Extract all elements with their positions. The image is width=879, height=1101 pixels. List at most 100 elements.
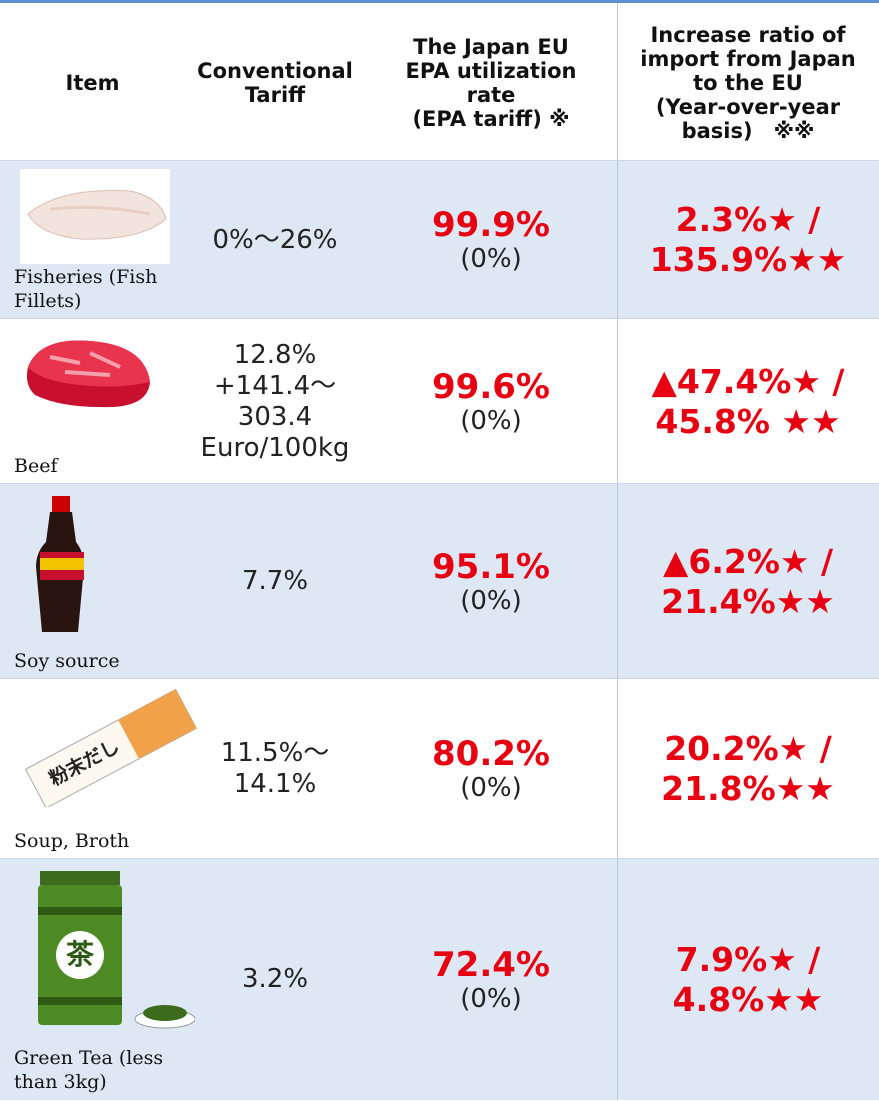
item-text: Soup, Broth <box>14 830 130 852</box>
tariff-text: 11.5%～ <box>220 738 330 768</box>
increase-cell: ▲47.4%★ /45.8% ★★ <box>617 319 879 484</box>
item-cell: 茶 Green Tea (less than 3kg) <box>0 859 205 1100</box>
epa-tariff: (0%) <box>460 405 522 436</box>
increase-ratio: 2.3%★ / <box>675 200 821 239</box>
tariff-cell: 12.8% +141.4～ 303.4 Euro/100kg <box>185 319 365 484</box>
item-text: Fillets) <box>14 290 82 312</box>
increase-ratio: 45.8% ★★ <box>655 401 841 441</box>
icon-text: 茶 <box>66 938 95 971</box>
table-row: Fisheries (Fish Fillets) 0%～26% 99.9% (0%) 2.… <box>0 160 879 319</box>
column-divider <box>617 679 618 859</box>
table-row: 粉末だし Soup, Broth 11.5%～ 14.1% 80.2% (0%) 20.2%… <box>0 678 879 859</box>
item-text: Soy source <box>14 650 120 672</box>
tariff-text: 0%～26% <box>212 224 338 255</box>
rate-cell: 72.4% (0%) <box>365 859 617 1100</box>
header-text: (Year-over-year <box>655 95 841 119</box>
epa-tariff: (0%) <box>460 773 522 803</box>
column-divider <box>617 3 618 163</box>
header-cell: The Japan EU EPA utilization rate (EPA tari… <box>365 3 617 163</box>
icon: 茶 <box>20 867 196 1041</box>
epa-tariff: (0%) <box>460 244 522 274</box>
column-divider <box>617 484 618 679</box>
increase-cell: ▲6.2%★ /21.4%★★ <box>617 484 879 679</box>
column-divider <box>617 859 618 1100</box>
column-divider <box>617 161 618 319</box>
tariff-text: 303.4 <box>237 401 313 432</box>
rate-cell: 99.6% (0%) <box>365 319 617 484</box>
icon <box>20 327 160 426</box>
item-label: Green Tea (less than 3kg) <box>14 1046 205 1094</box>
tariff-text: +141.4～ <box>213 370 337 401</box>
header-cell: Conventional Tariff <box>185 3 365 163</box>
increase-ratio: 4.8%★★ <box>672 979 824 1019</box>
epa-tariff: (0%) <box>460 585 522 616</box>
table-row: Beef 12.8% +141.4～ 303.4 Euro/100kg 99.6% (0%)… <box>0 318 879 484</box>
header-cell: Item <box>0 3 185 163</box>
header-text: EPA utilization <box>405 59 577 83</box>
header-text: Tariff <box>244 83 306 107</box>
icon <box>20 169 170 268</box>
increase-ratio: 21.4%★★ <box>661 581 835 621</box>
item-label: Soy source <box>14 649 120 673</box>
epa-tariff: (0%) <box>460 983 522 1014</box>
soy-bottle-icon <box>36 496 84 632</box>
tariff-cell: 11.5%～ 14.1% <box>185 679 365 859</box>
increase-cell: 7.9%★ /4.8%★★ <box>617 859 879 1100</box>
item-cell: Soy source <box>0 484 205 679</box>
icon <box>20 492 100 646</box>
tariff-text: 14.1% <box>233 769 317 799</box>
header-text: basis) ※※ <box>681 119 815 143</box>
increase-ratio: 20.2%★ / <box>664 729 832 768</box>
tea-can-icon: 茶 <box>38 871 196 1029</box>
utilization-rate: 99.9% <box>432 205 550 245</box>
beef-icon <box>26 340 150 408</box>
table-row: 茶 Green Tea (less than 3kg) 3.2% 72.4% (0%) 7… <box>0 858 879 1100</box>
header-text: (EPA tariff) ※ <box>412 107 570 131</box>
header-text: to the EU <box>693 71 803 95</box>
utilization-rate: 95.1% <box>432 546 550 587</box>
item-text: Green Tea (less than 3kg) <box>14 1047 164 1093</box>
icon: 粉末だし <box>20 687 200 811</box>
tariff-cell: 7.7% <box>185 484 365 679</box>
item-label: Fisheries (Fish Fillets) <box>14 265 157 313</box>
increase-cell: 2.3%★ /135.9%★★ <box>617 161 879 319</box>
utilization-rate: 72.4% <box>432 944 550 985</box>
tariff-text: 3.2% <box>241 964 309 994</box>
item-cell: Fisheries (Fish Fillets) <box>0 161 205 319</box>
broth-stick-icon: 粉末だし <box>24 688 197 809</box>
increase-ratio: ▲6.2%★ / <box>662 541 834 581</box>
header-text: Item <box>65 71 120 95</box>
header-text: rate <box>466 83 516 107</box>
utilization-rate: 99.6% <box>432 366 550 407</box>
increase-ratio: 135.9%★★ <box>649 240 847 279</box>
rate-cell: 80.2% (0%) <box>365 679 617 859</box>
header-text: Increase ratio of <box>650 23 846 47</box>
table-row: Soy source 7.7% 95.1% (0%) ▲6.2%★ /21.4%★★ <box>0 483 879 679</box>
rate-cell: 95.1% (0%) <box>365 484 617 679</box>
header-text: Conventional <box>197 59 353 83</box>
increase-ratio: 7.9%★ / <box>675 939 821 979</box>
item-text: Beef <box>14 455 58 477</box>
fish-icon <box>20 169 170 264</box>
item-label: Soup, Broth <box>14 829 129 853</box>
tariff-cell: 0%～26% <box>185 161 365 319</box>
increase-ratio: 21.8%★★ <box>661 769 835 808</box>
item-cell: Beef <box>0 319 205 484</box>
increase-cell: 20.2%★ /21.8%★★ <box>617 679 879 859</box>
header-row: Item Conventional Tariff The Japan EU EPA ut… <box>0 0 879 163</box>
tariff-text: 12.8% <box>233 339 317 370</box>
increase-ratio: ▲47.4%★ / <box>651 361 845 401</box>
item-label: Beef <box>14 454 57 478</box>
item-cell: 粉末だし Soup, Broth <box>0 679 205 859</box>
header-text: The Japan EU <box>413 35 569 59</box>
header-text: import from Japan <box>640 47 856 71</box>
utilization-rate: 80.2% <box>432 734 550 774</box>
rate-cell: 99.9% (0%) <box>365 161 617 319</box>
column-divider <box>617 319 618 484</box>
item-text: Fisheries (Fish <box>14 266 158 288</box>
tariff-text: 7.7% <box>241 566 309 596</box>
tariff-text: Euro/100kg <box>200 432 350 463</box>
header-cell: Increase ratio of import from Japan to the… <box>617 3 879 163</box>
tariff-cell: 3.2% <box>185 859 365 1100</box>
